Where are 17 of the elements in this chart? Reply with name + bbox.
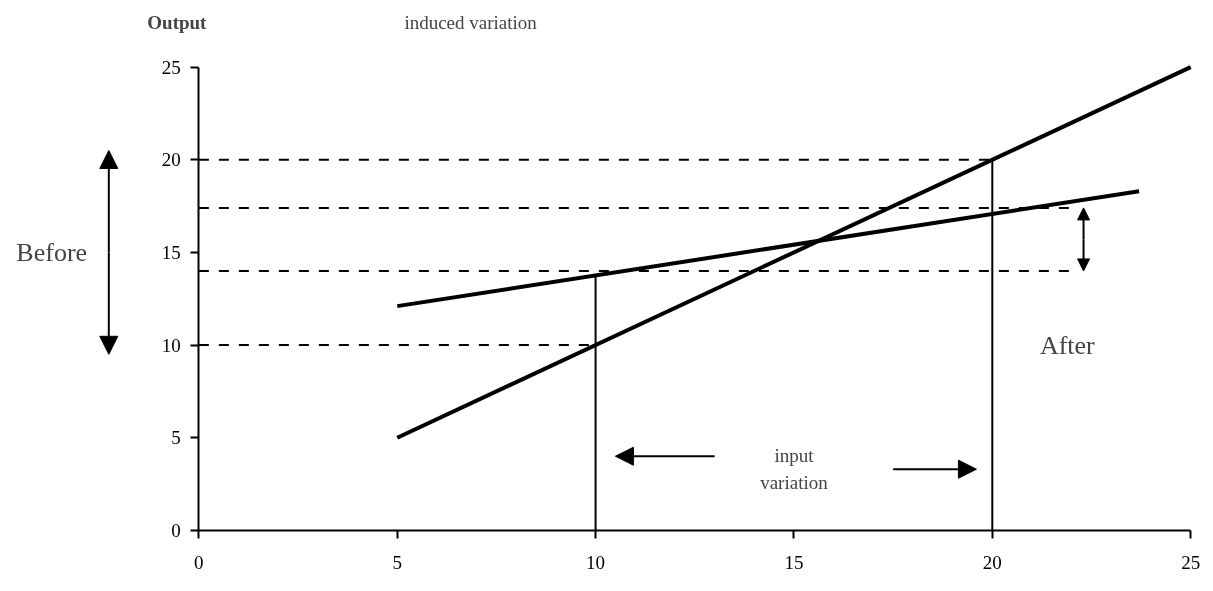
x-tick-label: 15: [784, 552, 804, 574]
y-tick-label: 15: [161, 241, 181, 263]
y-tick-label: 20: [161, 149, 181, 171]
y-tick-label: 25: [161, 56, 181, 78]
x-tick-label: 20: [982, 552, 1002, 574]
y-axis-title: Output: [147, 12, 208, 34]
text: Before: [16, 237, 88, 267]
x-tick-label: 25: [1181, 552, 1201, 574]
x-tick-label: 0: [194, 552, 204, 574]
x-tick-label: 10: [586, 552, 606, 574]
annotation: After: [1039, 330, 1096, 360]
y-tick-label: 0: [171, 519, 181, 541]
y-tick-label: 5: [171, 427, 181, 449]
annotation: input variation: [760, 445, 829, 494]
y-tick-label: 10: [161, 334, 181, 356]
x-tick-label: 5: [392, 552, 402, 574]
text: induced variation: [404, 12, 538, 34]
